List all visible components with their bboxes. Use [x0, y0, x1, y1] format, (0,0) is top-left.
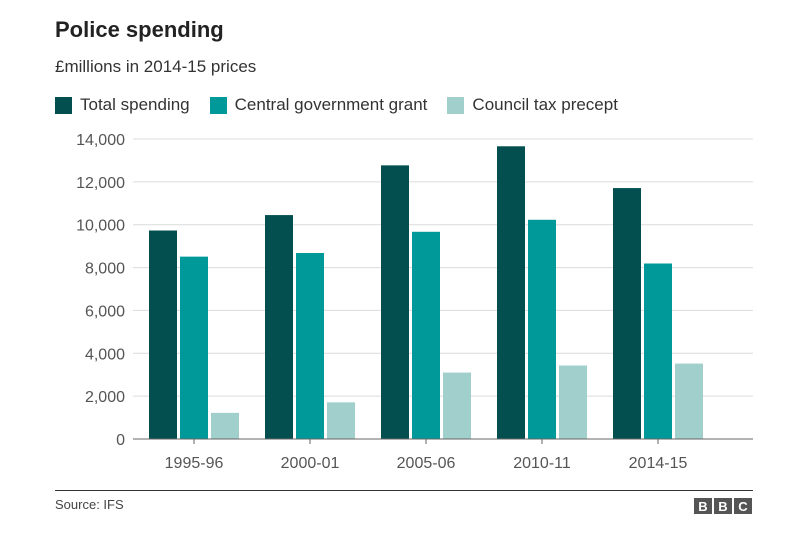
footer-divider	[55, 490, 753, 491]
bar-grant	[644, 263, 672, 439]
bar-grant	[412, 231, 440, 439]
y-tick-label: 14,000	[76, 132, 125, 149]
legend-swatch	[447, 96, 465, 114]
bar-total	[613, 188, 641, 439]
bar-total	[497, 146, 525, 440]
x-tick-label: 2000-01	[281, 455, 340, 472]
legend-label: Council tax precept	[472, 95, 618, 114]
legend: Total spending Central government grant …	[55, 95, 618, 115]
bar-council	[327, 402, 355, 439]
x-tick-label: 2010-11	[513, 455, 571, 472]
y-tick-label: 2,000	[85, 389, 125, 406]
bar-council	[675, 363, 703, 439]
bar-council	[443, 372, 471, 439]
legend-label: Central government grant	[234, 95, 428, 114]
bar-total	[265, 215, 293, 439]
chart-subtitle: £millions in 2014-15 prices	[55, 57, 257, 76]
legend-item-council: Council tax precept	[447, 95, 618, 115]
source-note: Source: IFS	[55, 497, 124, 512]
y-tick-label: 10,000	[76, 218, 125, 235]
x-tick-label: 2005-06	[397, 455, 456, 472]
y-tick-label: 6,000	[85, 303, 125, 320]
bar-grant	[296, 253, 324, 439]
bar-council	[211, 412, 239, 439]
y-tick-label: 8,000	[85, 261, 125, 278]
legend-item-grant: Central government grant	[209, 95, 428, 115]
bar-council	[559, 365, 587, 439]
bar-total	[149, 230, 177, 439]
bar-grant	[528, 219, 556, 439]
x-tick-label: 1995-96	[165, 455, 224, 472]
bar-grant	[180, 256, 208, 439]
legend-swatch	[209, 96, 227, 114]
legend-swatch	[55, 96, 72, 114]
y-tick-label: 4,000	[85, 346, 125, 363]
y-tick-label: 0	[116, 432, 125, 449]
y-tick-label: 12,000	[76, 175, 125, 192]
bar-total	[381, 165, 409, 439]
chart-title: Police spending	[55, 17, 224, 42]
legend-item-total: Total spending	[55, 95, 190, 115]
legend-label: Total spending	[80, 95, 190, 114]
x-tick-label: 2014-15	[629, 455, 688, 472]
